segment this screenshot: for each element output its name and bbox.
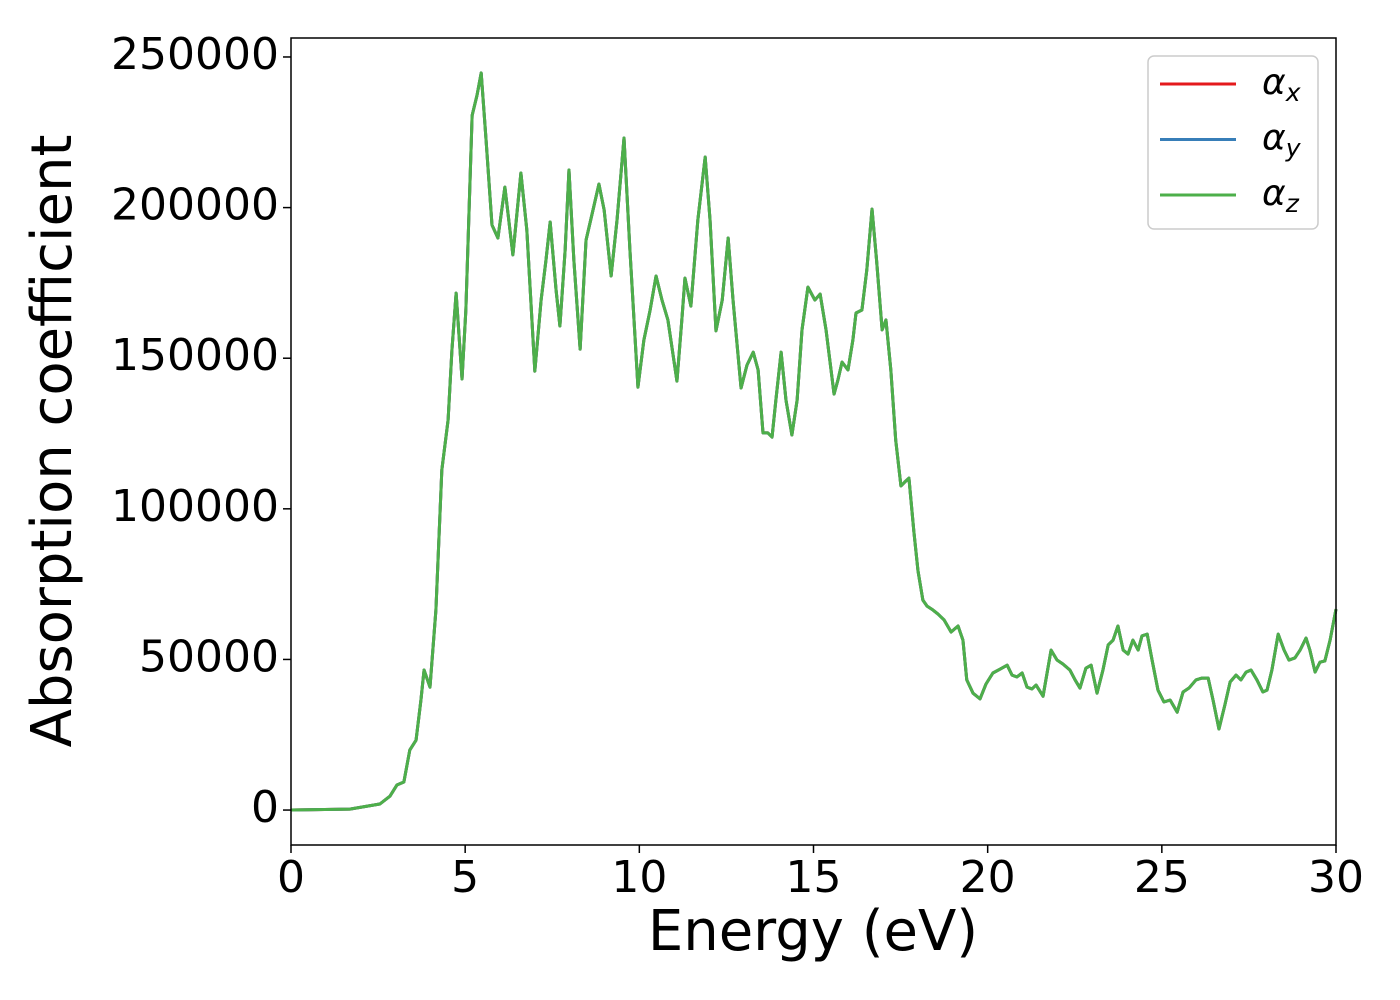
- x-tick-label: 20: [960, 852, 1016, 903]
- x-tick-label: 10: [611, 852, 667, 903]
- x-tick-label: 5: [451, 852, 479, 903]
- x-tick-label: 15: [786, 852, 842, 903]
- legend-box: [1147, 55, 1319, 230]
- y-tick-label: 50000: [139, 631, 279, 682]
- plot-frame: [290, 37, 1337, 846]
- x-tick-label: 25: [1134, 852, 1190, 903]
- y-tick-label: 150000: [111, 330, 279, 381]
- x-tick-label: 0: [277, 852, 305, 903]
- data-line: [290, 71, 1338, 812]
- y-tick-label: 0: [251, 782, 279, 833]
- x-axis-label: Energy (eV): [648, 899, 978, 964]
- y-tick-label: 100000: [111, 481, 279, 532]
- legend-label: αx: [1262, 62, 1301, 107]
- x-tick-label: 30: [1308, 852, 1364, 903]
- legend-label: αy: [1262, 118, 1302, 163]
- y-axis-label: Absorption coefficient: [20, 135, 85, 748]
- legend: αx αy αz: [1147, 55, 1319, 230]
- y-tick-label: 250000: [111, 29, 279, 80]
- y-tick-label: 200000: [111, 180, 279, 231]
- legend-label: αz: [1262, 173, 1300, 218]
